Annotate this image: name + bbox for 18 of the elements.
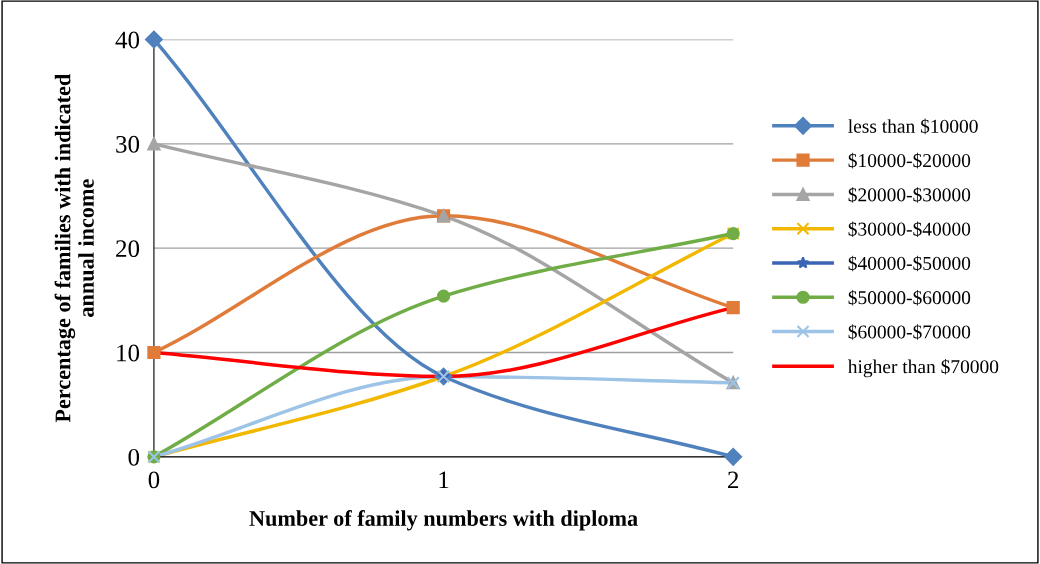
legend-label: $10000-$20000 (848, 152, 971, 169)
y-tick-label: 40 (115, 31, 140, 49)
x-tick-label: 1 (439, 471, 449, 489)
legend-label: $40000-$50000 (848, 255, 971, 272)
x-axis-title: Number of family numbers with diploma (249, 510, 638, 531)
legend-label: $20000-$30000 (848, 187, 971, 203)
legend-label: less than $10000 (848, 118, 978, 135)
legend-label: $50000-$60000 (848, 289, 971, 306)
y-tick-label: 30 (116, 135, 140, 153)
legend-label: higher than $70000 (847, 359, 999, 378)
y-tick-label: 20 (116, 240, 140, 258)
legend-label: $60000-$70000 (848, 324, 971, 340)
y-axis-title: Percentage of families with indicated annual income (54, 73, 94, 423)
x-tick-label: 0 (148, 471, 160, 489)
y-tick-label: 10 (117, 344, 140, 362)
x-tick-label: 2 (728, 471, 739, 489)
legend-label: $30000-$40000 (848, 221, 971, 237)
y-tick-label: 0 (128, 448, 140, 466)
